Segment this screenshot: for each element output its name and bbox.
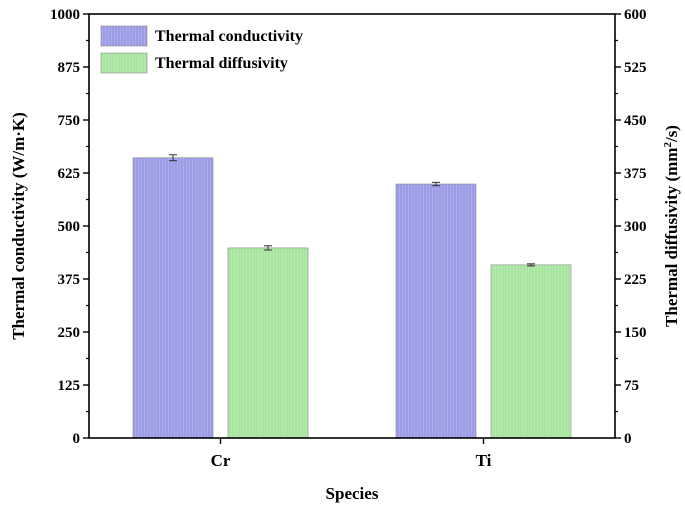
left-tick-label: 750 (58, 113, 81, 129)
right-tick-label: 525 (624, 60, 647, 76)
left-tick-label: 625 (58, 166, 81, 182)
right-tick-label: 450 (624, 113, 647, 129)
right-axis-ticks: 0 75 150 225 300 375 450 525 600 (615, 7, 647, 447)
x-axis-title: Species (326, 484, 379, 503)
category-labels: Cr Ti (211, 438, 492, 470)
bar (395, 183, 477, 439)
left-tick-label: 875 (58, 60, 81, 76)
legend-label: Thermal diffusivity (155, 55, 288, 72)
right-axis-title: Thermal diffusivity (mm2/s) (662, 125, 681, 327)
right-tick-label: 375 (624, 166, 647, 182)
category-label: Cr (211, 451, 231, 470)
left-axis-title: Thermal conductivity (W/m·K) (9, 112, 28, 340)
left-tick-label: 1000 (50, 7, 80, 23)
left-axis-ticks: 0 125 250 375 500 625 750 875 1000 (50, 7, 89, 447)
legend-label: Thermal conductivity (155, 28, 303, 45)
legend-swatch (100, 52, 148, 74)
right-axis-title-main: Thermal diffusivity (mm (662, 148, 681, 327)
bar (490, 264, 572, 439)
right-tick-label: 0 (624, 431, 632, 447)
right-axis-title-superscript: 2 (662, 142, 674, 148)
bar (132, 157, 214, 439)
right-tick-label: 300 (624, 219, 647, 235)
legend-swatch (100, 25, 148, 47)
bar (227, 247, 309, 439)
right-tick-label: 225 (624, 272, 647, 288)
right-tick-label: 600 (624, 7, 647, 23)
left-tick-label: 125 (58, 378, 81, 394)
left-tick-label: 375 (58, 272, 81, 288)
left-tick-label: 250 (58, 325, 81, 341)
right-tick-label: 75 (624, 378, 639, 394)
category-label: Ti (476, 451, 492, 470)
right-tick-label: 150 (624, 325, 647, 341)
left-tick-label: 0 (73, 431, 81, 447)
legend: Thermal conductivity Thermal diffusivity (100, 25, 303, 74)
left-tick-label: 500 (58, 219, 81, 235)
right-axis-title-end: /s) (662, 125, 681, 143)
bars-layer (132, 157, 572, 439)
error-bars-layer (169, 154, 535, 267)
